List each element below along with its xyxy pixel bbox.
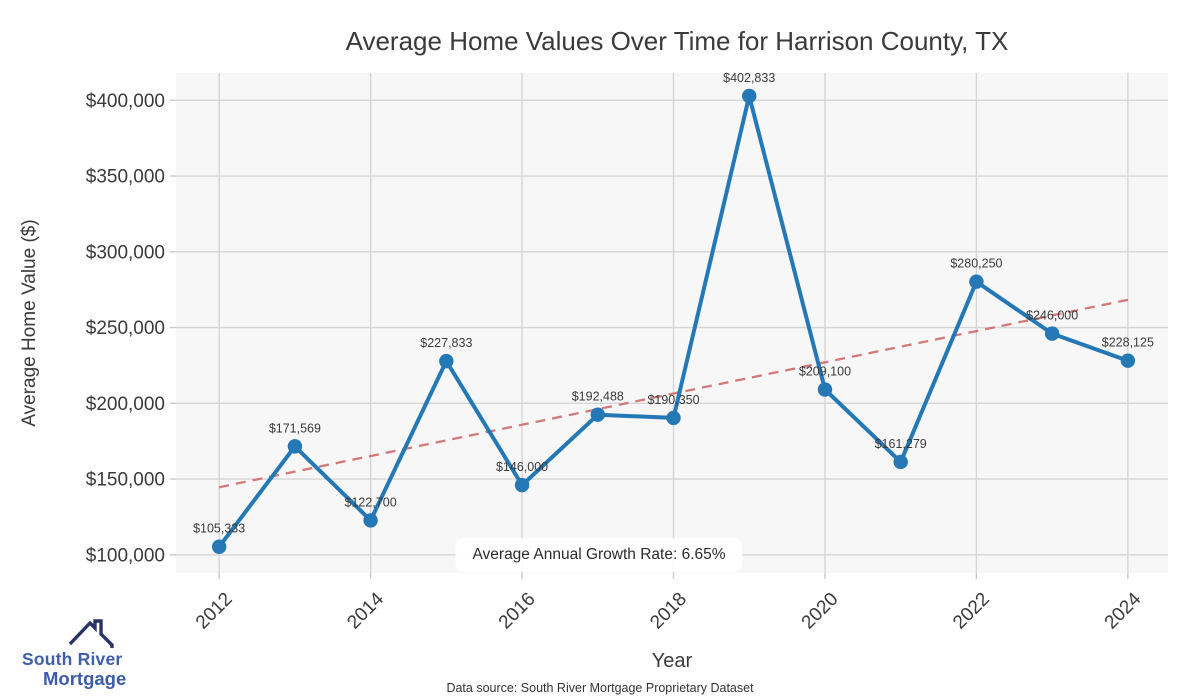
data-point [1120, 353, 1136, 368]
y-tick-label: $300,000 [86, 242, 165, 263]
data-points [211, 88, 1136, 554]
data-point [666, 410, 681, 426]
x-tick-label: 2022 [949, 589, 994, 634]
y-tick-label: $100,000 [86, 545, 165, 566]
data-point [742, 88, 757, 104]
trend-line [218, 298, 1129, 489]
x-tick-label: 2016 [495, 589, 540, 634]
point-value-label: $209,100 [799, 365, 851, 379]
point-value-label: $146,000 [496, 460, 548, 474]
data-point [363, 513, 378, 528]
data-point [211, 539, 227, 554]
logo-text-line2: Mortgage [43, 668, 127, 689]
data-point [817, 382, 833, 397]
y-tick-label: $200,000 [86, 394, 165, 415]
data-point [893, 454, 908, 470]
x-tick-label: 2020 [798, 589, 843, 634]
y-tick-label: $400,000 [86, 91, 165, 112]
south-river-mortgage-logo: South River Mortgage [22, 618, 142, 690]
data-point [590, 407, 605, 422]
house-roof-icon [68, 619, 114, 648]
x-tick-label: 2024 [1101, 588, 1146, 633]
point-value-label: $161,279 [875, 437, 927, 451]
point-value-label: $122,700 [345, 495, 397, 509]
y-tick-label: $150,000 [86, 470, 165, 491]
point-value-label: $280,250 [950, 257, 1002, 271]
data-point [969, 274, 984, 289]
y-tick-labels: $100,000 $150,000 $200,000 $250,000 $300,000… [86, 91, 165, 567]
x-tick-label: 2018 [646, 589, 691, 634]
data-point [1044, 326, 1060, 341]
point-value-label: $171,569 [269, 421, 321, 435]
data-point [287, 439, 303, 454]
point-value-label: $402,833 [723, 71, 775, 85]
data-source-note: Data source: South River Mortgage Propri… [446, 681, 754, 695]
data-point [439, 353, 454, 369]
point-value-label: $190,350 [647, 393, 699, 407]
x-tick-labels: 2012 2014 2016 2018 2020 2022 2024 [192, 588, 1146, 633]
point-value-label: $246,000 [1026, 309, 1078, 323]
growth-rate-annotation: Average Annual Growth Rate: 6.65% [455, 538, 743, 572]
trend-line-segment [218, 298, 1129, 489]
gridlines [176, 73, 1168, 573]
x-axis-label: Year [651, 650, 693, 672]
y-axis-label: Average Home Value ($) [19, 219, 40, 427]
point-value-label: $227,833 [420, 336, 472, 350]
point-value-label: $105,333 [193, 522, 245, 536]
point-value-label: $228,125 [1102, 336, 1154, 350]
y-tick-label: $250,000 [86, 318, 165, 339]
x-tick-label: 2012 [192, 589, 237, 634]
point-value-label: $192,488 [572, 390, 624, 404]
x-tick-label: 2014 [343, 588, 388, 633]
y-tick-label: $350,000 [86, 167, 165, 188]
axis-ticks [170, 99, 1129, 579]
chart-title: Average Home Values Over Time for Harris… [345, 26, 1009, 56]
point-labels: $105,333 $171,569 $122,700 $227,833 $146,000… [193, 71, 1154, 536]
logo-text-line1: South River [22, 649, 123, 669]
data-point [514, 477, 530, 493]
